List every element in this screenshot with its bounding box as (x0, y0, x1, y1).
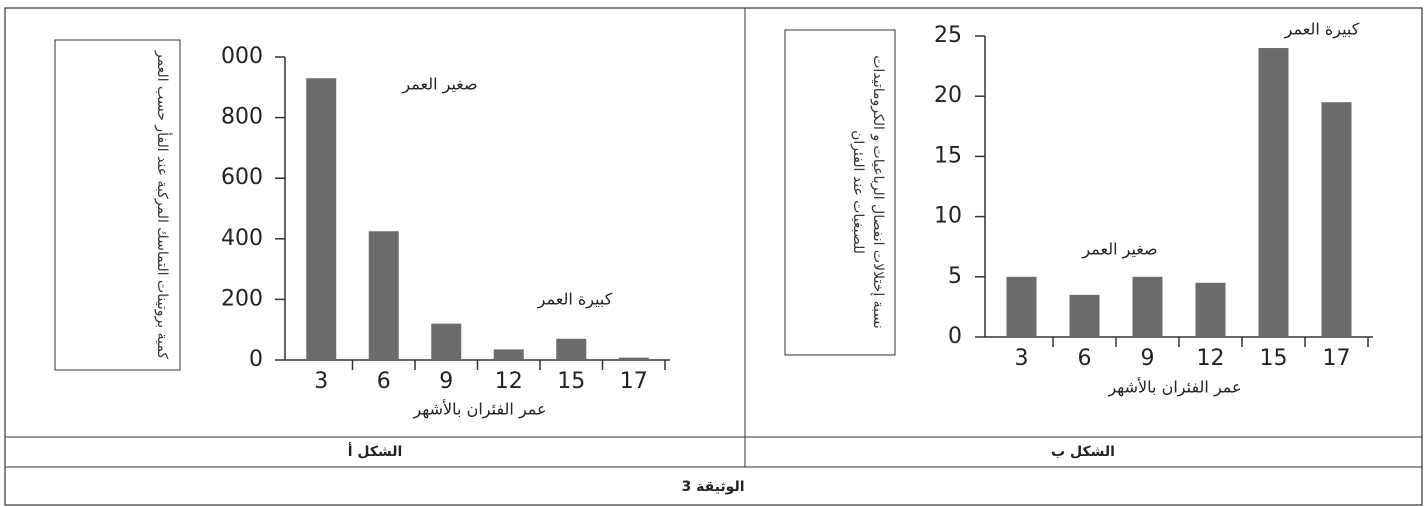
x-tick-label: 17 (1323, 346, 1351, 371)
x-tick-label: 6 (1078, 346, 1092, 371)
x-tick-label: 9 (439, 369, 453, 394)
bar (1069, 294, 1100, 337)
annotation: كبيرة العمر (537, 290, 613, 310)
y-axis-label: نسبة إختلالات انفصال الرباعيات و الكروما… (850, 55, 886, 329)
y-tick-label: 0 (249, 347, 263, 372)
x-tick-label: 9 (1141, 346, 1155, 371)
bar (1006, 276, 1037, 337)
x-tick-label: 17 (620, 369, 648, 394)
y-tick-label: 5 (948, 264, 962, 289)
x-tick-label: 15 (1260, 346, 1288, 371)
y-tick-label: 800 (221, 105, 263, 130)
y-tick-label: 25 (934, 23, 962, 48)
caption: الشكل ب (1051, 444, 1115, 460)
y-tick-label: 10 (934, 204, 962, 229)
y-tick-label: 15 (934, 143, 962, 168)
x-tick-label: 12 (495, 369, 523, 394)
annotation: كبيرة العمر (1284, 20, 1360, 40)
y-label-box (784, 29, 896, 356)
bar (1321, 102, 1352, 337)
y-label-box (54, 39, 181, 371)
bar (1132, 276, 1163, 337)
x-tick-label: 3 (314, 369, 328, 394)
bar (556, 338, 587, 360)
bar (431, 323, 462, 360)
y-axis-label: كمية بروتينات التماسك المركبة عند الفأر … (154, 50, 170, 360)
caption: الشكل أ (348, 442, 403, 460)
bar (368, 231, 399, 360)
y-tick-label: 200 (221, 286, 263, 311)
x-tick-label: 3 (1015, 346, 1029, 371)
x-tick-label: 15 (557, 369, 585, 394)
y-tick-label: 000 (221, 44, 263, 69)
bar (306, 78, 337, 361)
y-tick-label: 600 (221, 165, 263, 190)
table-border (4, 7, 1423, 506)
annotation: صغير العمر (1081, 240, 1157, 260)
y-tick-label: 20 (934, 83, 962, 108)
x-axis-label: عمر الفئران بالأشهر (1107, 377, 1241, 398)
bar (1195, 282, 1226, 337)
x-tick-label: 6 (377, 369, 391, 394)
document-title: الوثيقة 3 (682, 479, 745, 495)
x-axis-label: عمر الفئران بالأشهر (412, 399, 546, 420)
annotation: صغير العمر (401, 75, 477, 95)
bar (1258, 48, 1289, 337)
bar (618, 357, 649, 360)
bar (493, 349, 524, 360)
y-tick-label: 400 (221, 226, 263, 251)
y-tick-label: 0 (948, 324, 962, 349)
x-tick-label: 12 (1197, 346, 1225, 371)
